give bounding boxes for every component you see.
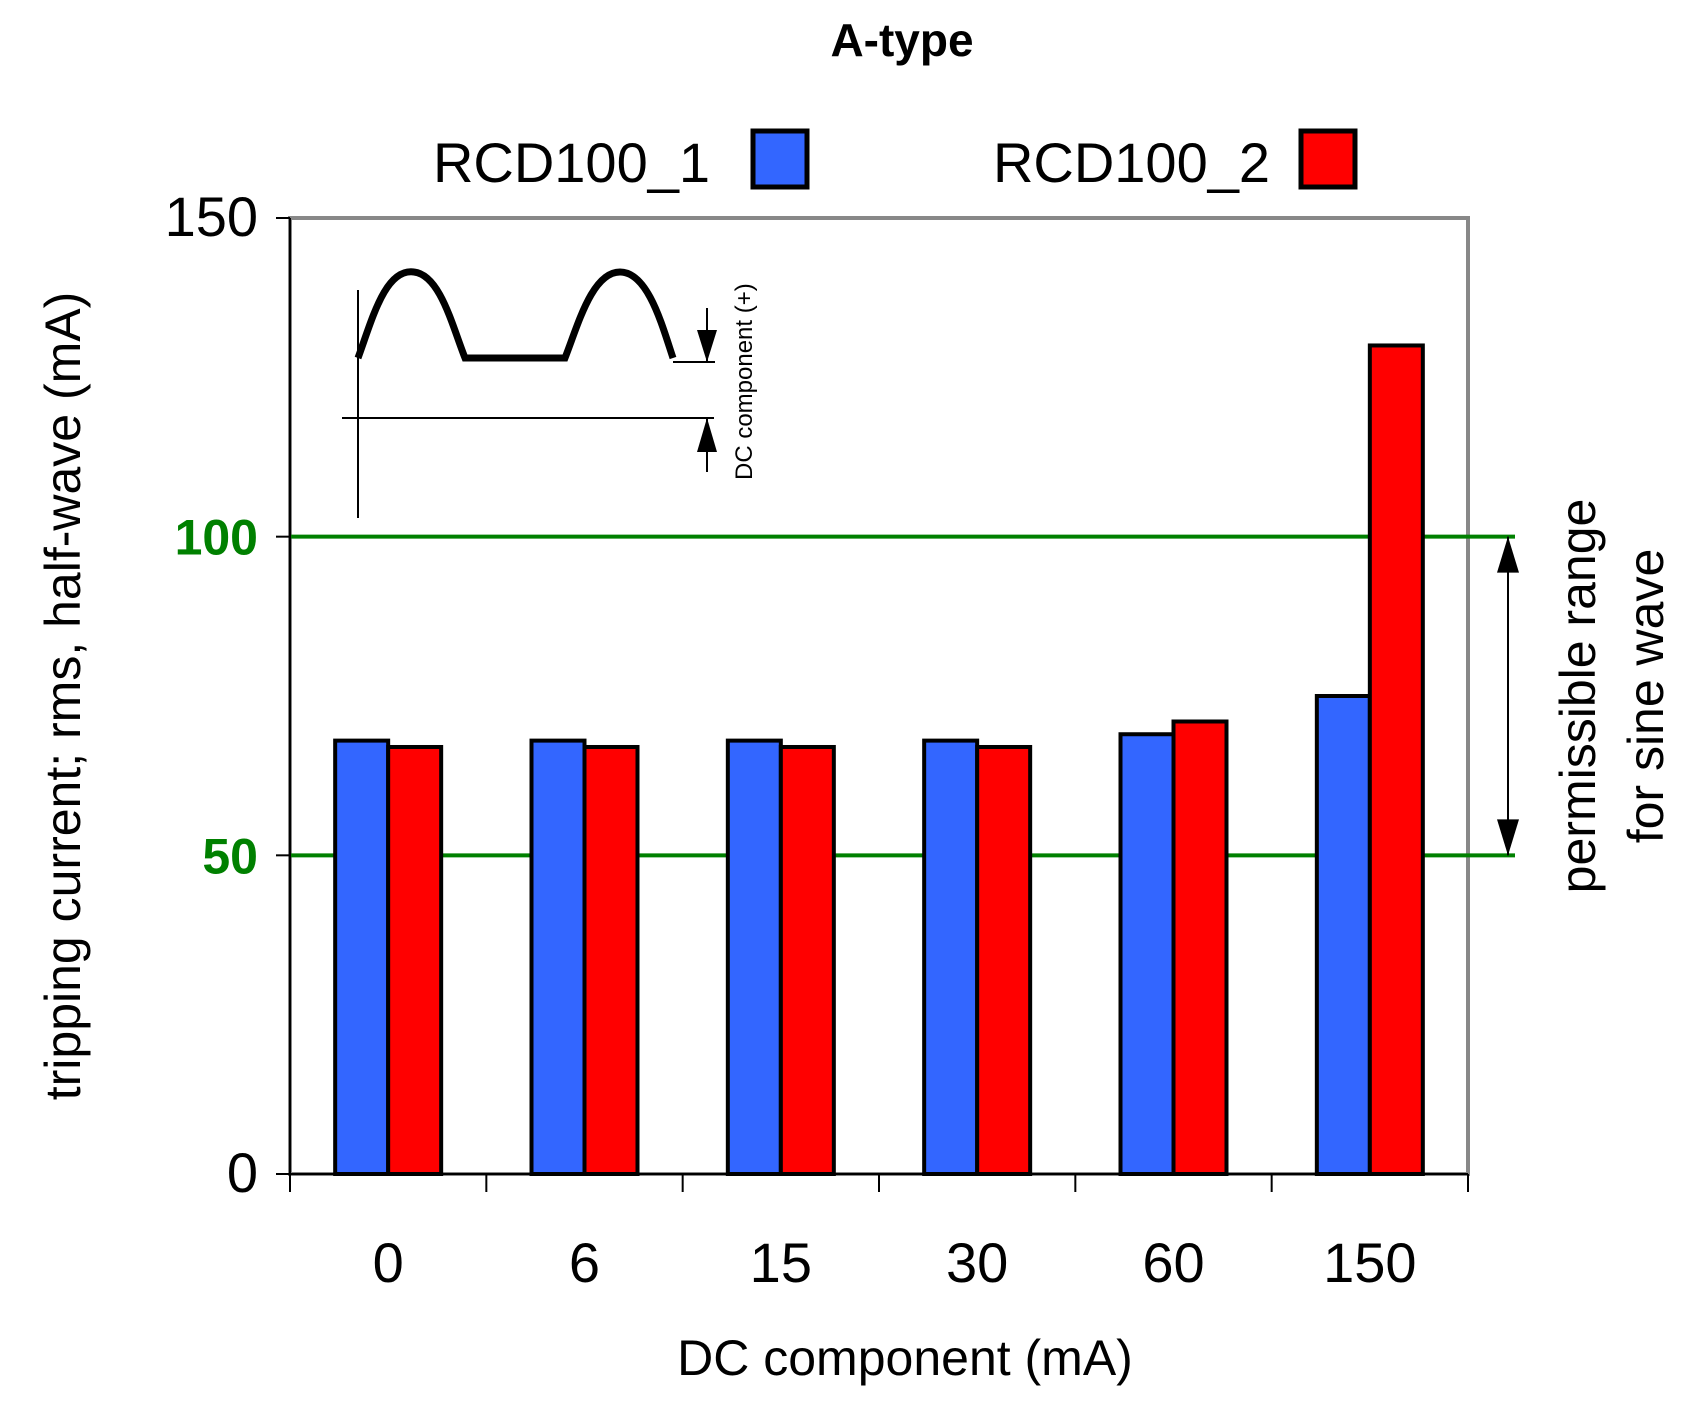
- legend: RCD100_1 RCD100_2: [433, 128, 1358, 194]
- permissible-range-label-line-1: permissible range: [1550, 499, 1606, 894]
- bars: [333, 343, 1425, 1177]
- legend-swatch-series-1: [750, 128, 810, 190]
- y-tick-label-50: 50: [202, 828, 258, 884]
- bar-RCD100_1-150: [1314, 694, 1372, 1176]
- x-tick-labels: 0 6 15 30 60 150: [373, 1231, 1417, 1294]
- bar-RCD100_2-0: [386, 744, 444, 1177]
- axes: [276, 217, 1469, 1192]
- bar-RCD100_1-0: [333, 738, 391, 1176]
- bar-RCD100_1-30: [922, 738, 980, 1176]
- bar-RCD100_2-60: [1171, 719, 1229, 1176]
- x-tick-label-0: 0: [373, 1231, 404, 1294]
- permissible-range-indicator: permissible range for sine wave: [1497, 499, 1674, 894]
- bar-RCD100_2-150: [1367, 343, 1425, 1176]
- legend-label-series-1: RCD100_1: [433, 131, 710, 194]
- x-tick-label-30: 30: [946, 1231, 1008, 1294]
- bar-RCD100_2-30: [975, 744, 1033, 1177]
- inset-annotation-label: DC component (+): [731, 283, 758, 480]
- y-tick-label-150: 150: [165, 185, 258, 248]
- inset-dc-arrow-down-icon: [697, 330, 717, 362]
- range-arrow-down-icon: [1497, 819, 1519, 856]
- permissible-range-label-line-2: for sine wave: [1618, 549, 1674, 844]
- bar-RCD100_1-6: [529, 738, 587, 1176]
- range-arrow-up-icon: [1497, 536, 1519, 573]
- half-wave-curve: [354, 268, 677, 362]
- x-tick-label-150: 150: [1323, 1231, 1416, 1294]
- y-tick-label-100: 100: [175, 510, 258, 566]
- x-axis-title: DC component (mA): [677, 1330, 1133, 1386]
- half-wave-waveform-diagram: DC component (+): [342, 268, 758, 518]
- reference-lines: [290, 534, 1515, 858]
- inset-dc-arrow-up-icon: [697, 418, 717, 452]
- y-tick-labels: 0 50 100 150: [165, 185, 258, 1204]
- bar-RCD100_2-6: [582, 744, 640, 1177]
- bar-RCD100_1-15: [725, 738, 783, 1176]
- y-axis-title: tripping current; rms, half-wave (mA): [35, 292, 91, 1101]
- bar-RCD100_1-60: [1118, 732, 1176, 1176]
- bar-RCD100_2-15: [778, 744, 836, 1177]
- legend-swatch-series-2: [1298, 128, 1358, 190]
- x-tick-label-60: 60: [1142, 1231, 1204, 1294]
- y-tick-label-0: 0: [227, 1141, 258, 1204]
- legend-label-series-2: RCD100_2: [993, 131, 1270, 194]
- x-tick-label-15: 15: [750, 1231, 812, 1294]
- x-tick-label-6: 6: [569, 1231, 600, 1294]
- chart-title: A-type: [830, 14, 973, 66]
